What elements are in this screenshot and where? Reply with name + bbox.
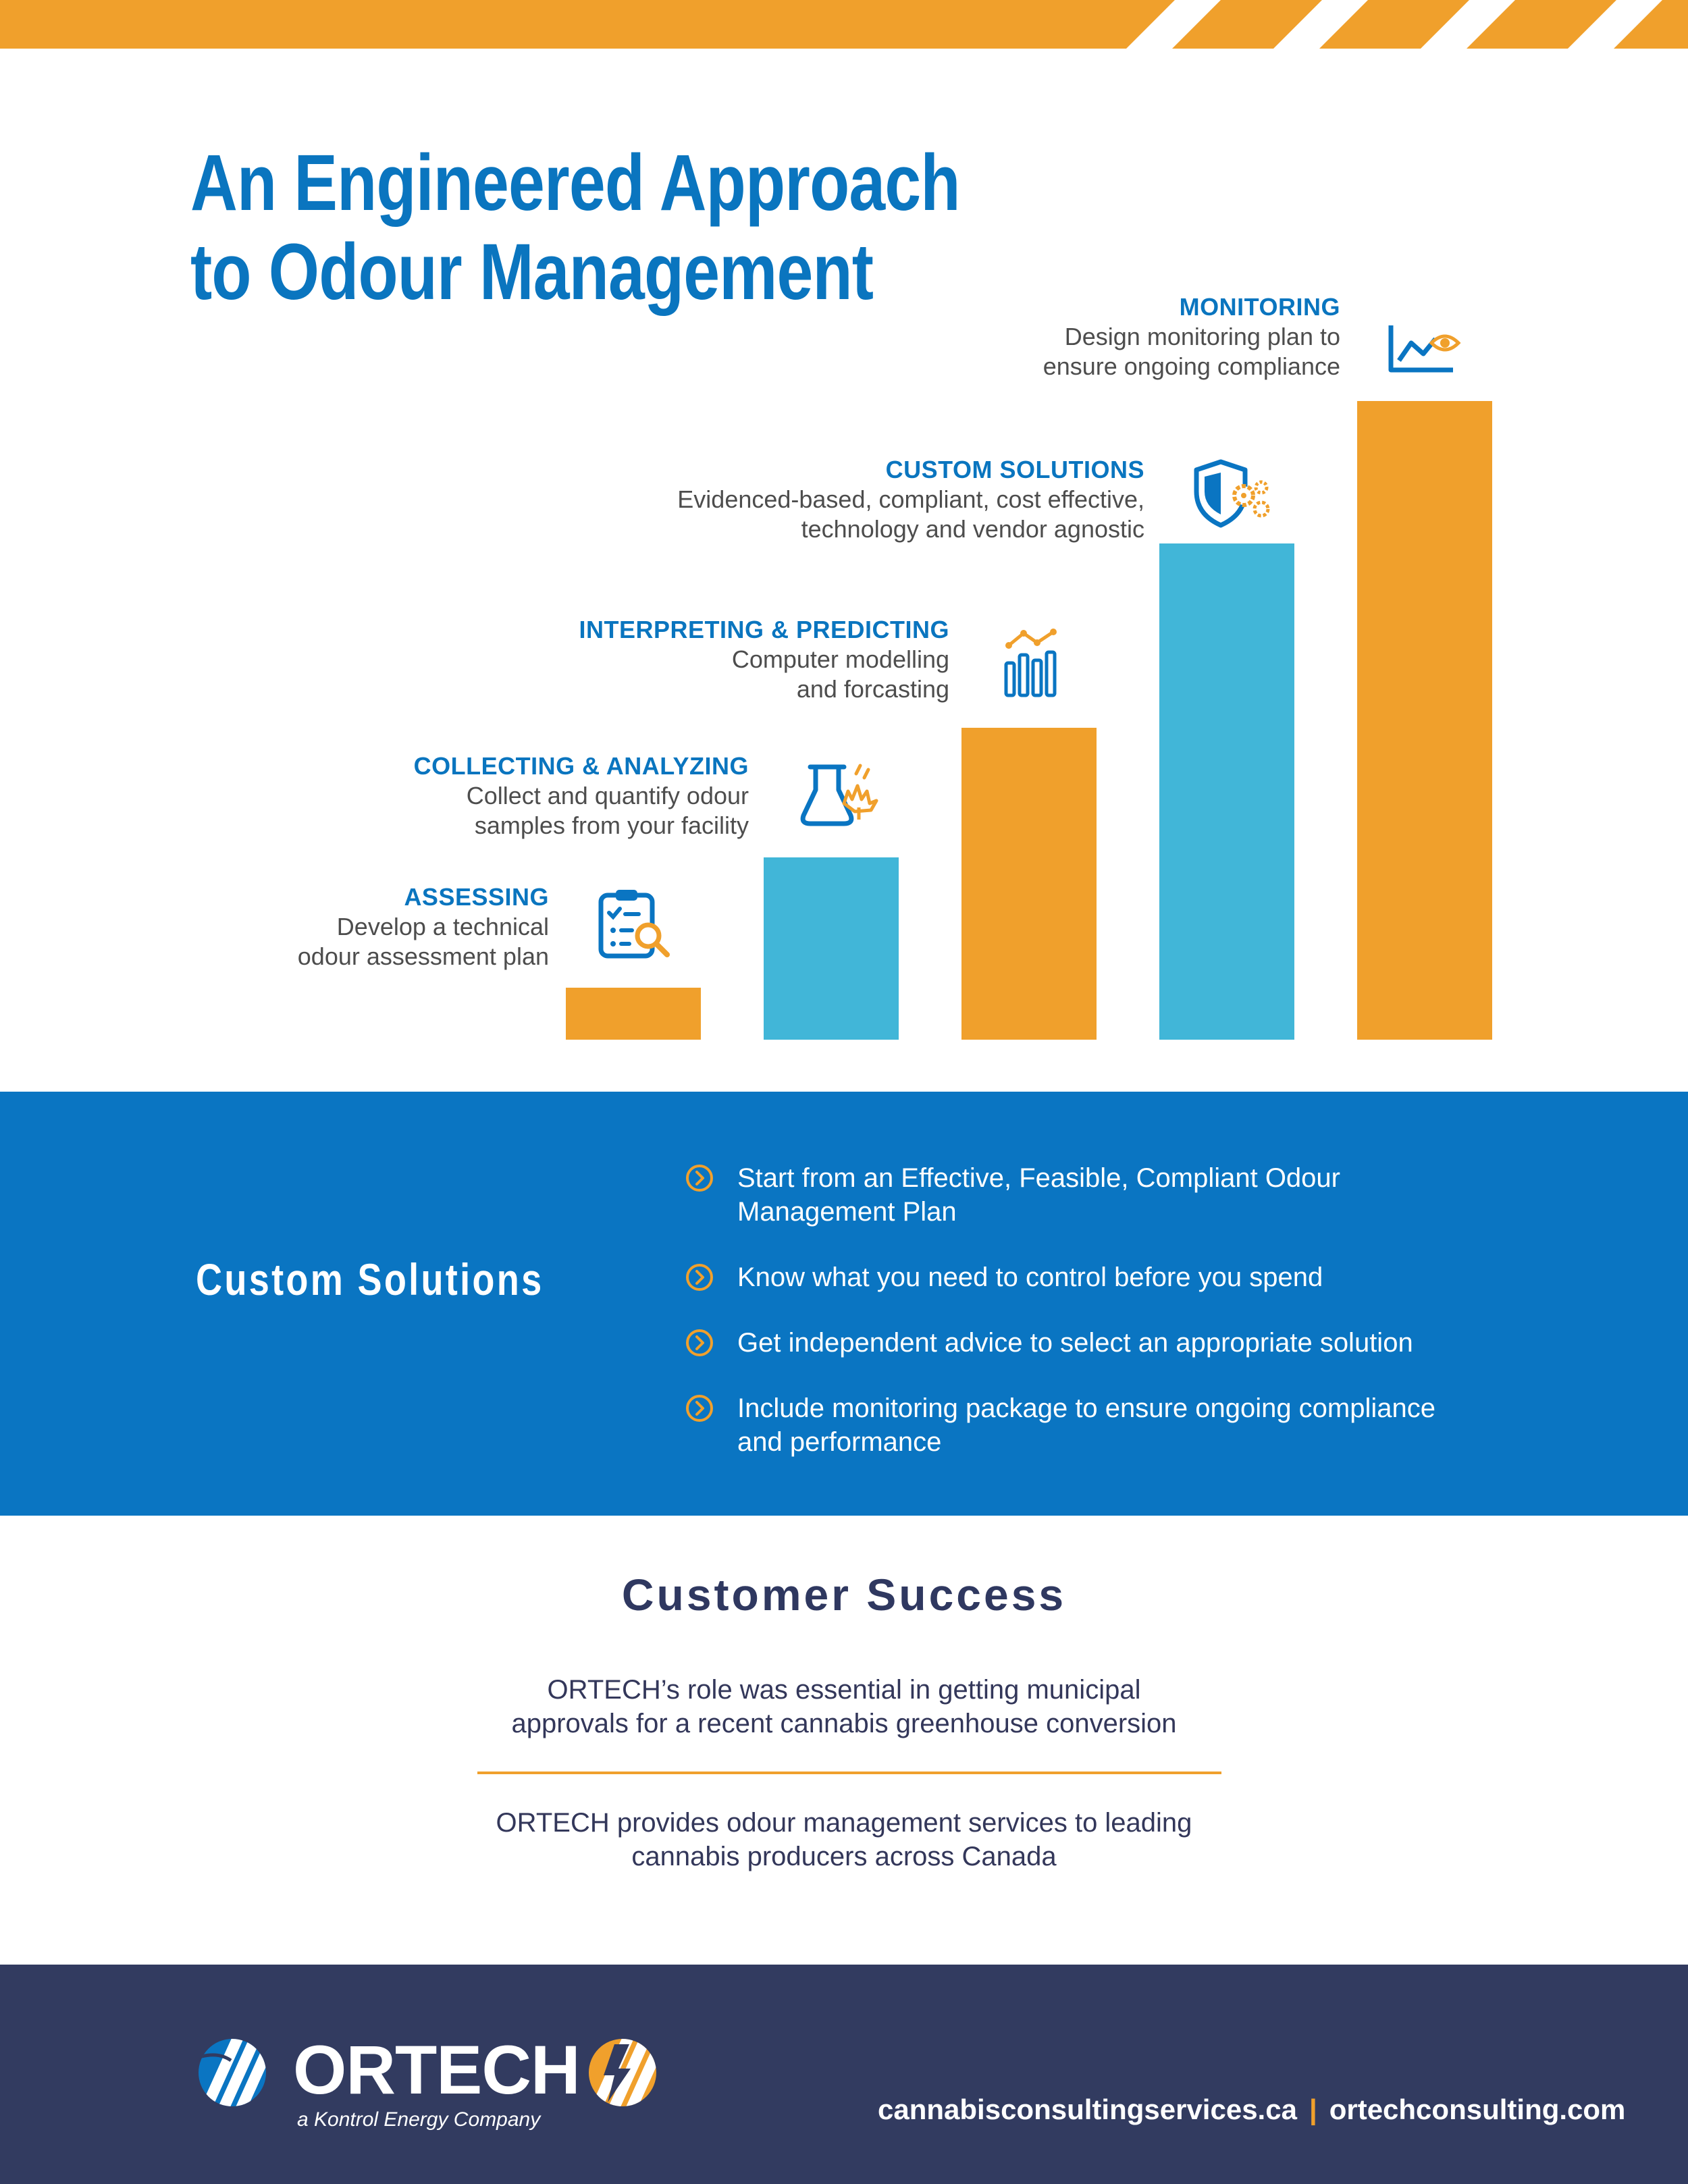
footer-link-separator: | [1309, 2094, 1317, 2125]
step-assessing: ASSESSING Develop a technical odour asse… [211, 882, 549, 971]
kontrol-bolt-logo-icon [589, 2039, 656, 2106]
step-description-line: ensure ongoing compliance [1043, 352, 1340, 380]
quote-line: ORTECH provides odour management service… [496, 1808, 1192, 1838]
step-bar [566, 988, 701, 1040]
step-interpreting-predicting: INTERPRETING & PREDICTING Computer model… [477, 615, 949, 704]
solution-text-line: Know what you need to control before you… [737, 1262, 1323, 1292]
step-collecting-analyzing: COLLECTING & ANALYZING Collect and quant… [276, 751, 749, 841]
footer-links: cannabisconsultingservices.ca | ortechcons… [878, 2093, 1625, 2127]
step-monitoring: MONITORING Design monitoring plan to ens… [868, 292, 1340, 381]
quote-line: cannabis producers across Canada [631, 1842, 1057, 1871]
clipboard-search-icon [598, 890, 670, 959]
footer-link-cannabis[interactable]: cannabisconsultingservices.ca [878, 2094, 1297, 2125]
step-description-line: technology and vendor agnostic [801, 515, 1144, 543]
customer-success-heading: Customer Success [621, 1570, 1067, 1620]
step-description-line: Develop a technical [336, 913, 549, 940]
step-title: CUSTOM SOLUTIONS [885, 456, 1144, 483]
solution-text-line: Start from an Effective, Feasible, Compl… [737, 1163, 1340, 1193]
chevron-right-circle-icon [686, 1165, 713, 1192]
step-description-line: odour assessment plan [297, 942, 549, 970]
footer [0, 1965, 1688, 2184]
ortech-globe-logo-icon [199, 2039, 266, 2106]
footer-link-ortech[interactable]: ortechconsulting.com [1329, 2094, 1626, 2125]
step-description-line: Design monitoring plan to [1064, 323, 1340, 350]
solution-text-line: Include monitoring package to ensure ong… [737, 1393, 1436, 1423]
quote-line: approvals for a recent cannabis greenhou… [511, 1709, 1177, 1738]
custom-solutions-band [0, 1092, 1688, 1516]
step-description-line: Evidenced-based, compliant, cost effecti… [677, 485, 1144, 513]
chevron-right-circle-icon [686, 1264, 713, 1291]
customer-quote-1: ORTECH’s role was essential in getting m… [405, 1673, 1283, 1740]
success-divider [477, 1772, 1221, 1774]
step-title: INTERPRETING & PREDICTING [579, 616, 949, 643]
solution-text-line: Management Plan [737, 1197, 957, 1227]
custom-solutions-list: Start from an Effective, Feasible, Compl… [683, 1161, 1561, 1491]
ortech-logo-text: ORTECH [293, 2031, 581, 2108]
step-title: COLLECTING & ANALYZING [413, 752, 749, 780]
flask-leaf-icon [800, 764, 878, 826]
solution-item: Start from an Effective, Feasible, Compl… [683, 1161, 1561, 1229]
page-title-line-1: An Engineered Approach [190, 138, 960, 228]
solution-text-line: and performance [737, 1427, 942, 1457]
step-description-line: Collect and quantify odour [466, 782, 749, 809]
solution-item: Know what you need to control before you… [683, 1260, 1561, 1294]
top-decorative-stripe [0, 0, 1688, 49]
chart-eye-icon [1388, 325, 1461, 373]
step-bar [764, 857, 899, 1040]
step-bar [1159, 543, 1294, 1040]
solution-item: Get independent advice to select an appr… [683, 1326, 1561, 1360]
solution-item: Include monitoring package to ensure ong… [683, 1391, 1561, 1459]
bar-chart-trend-icon [1004, 629, 1057, 697]
step-bar [961, 728, 1097, 1040]
steps-staircase [566, 325, 1492, 1040]
step-description-line: Computer modelling [731, 645, 949, 673]
chevron-right-circle-icon [686, 1395, 713, 1422]
page-title-line-2: to Odour Management [190, 228, 874, 317]
step-custom-solutions: CUSTOM SOLUTIONS Evidenced-based, compli… [537, 455, 1144, 544]
solution-text-line: Get independent advice to select an appr… [737, 1328, 1413, 1358]
step-title: ASSESSING [404, 883, 549, 911]
customer-quote-2: ORTECH provides odour management service… [405, 1806, 1283, 1873]
step-description-line: and forcasting [796, 675, 949, 703]
quote-line: ORTECH’s role was essential in getting m… [547, 1675, 1141, 1705]
page-title: An Engineered Approach to Odour Manageme… [190, 138, 1021, 317]
chevron-right-circle-icon [686, 1329, 713, 1356]
step-title: MONITORING [1179, 293, 1340, 321]
step-bar [1357, 401, 1492, 1040]
step-description-line: samples from your facility [474, 811, 749, 839]
custom-solutions-heading: Custom Solutions [196, 1254, 544, 1304]
shield-gears-icon [1194, 459, 1270, 528]
ortech-tagline: a Kontrol Energy Company [297, 2108, 541, 2131]
